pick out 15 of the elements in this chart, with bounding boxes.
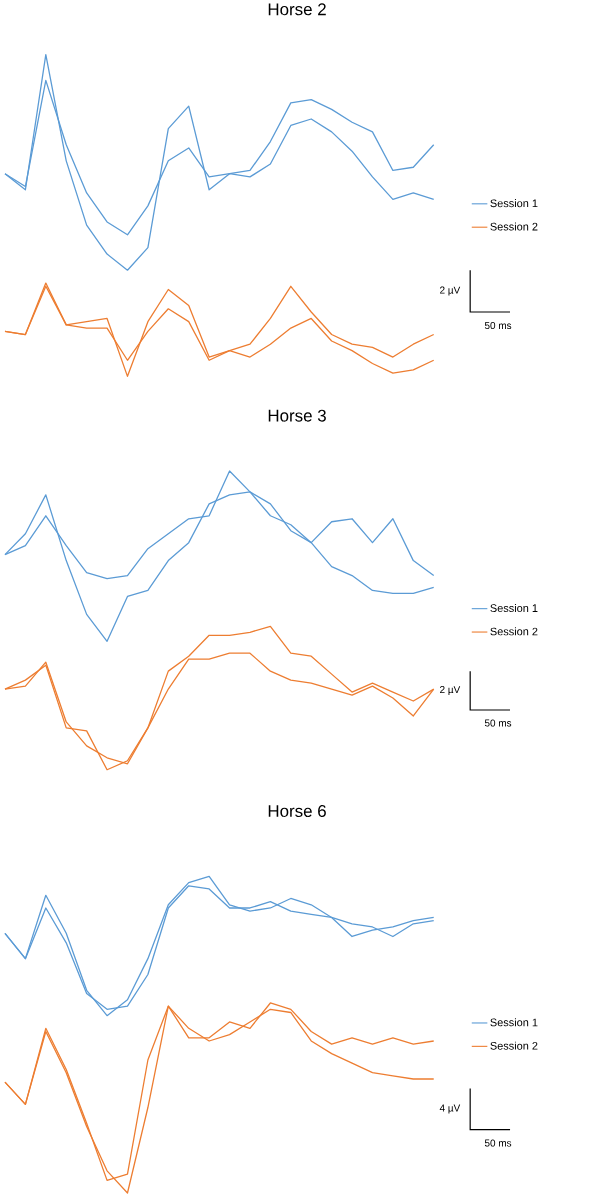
chart-title: Horse 6 xyxy=(269,805,327,818)
annotation: 2 µV xyxy=(440,286,461,296)
legend-label: Session 2 xyxy=(490,627,538,636)
text: 50 ms xyxy=(485,1139,512,1147)
legend-label: Session 2 xyxy=(490,1041,538,1050)
text: 50 ms xyxy=(485,719,512,727)
chart-title: Horse 2 xyxy=(269,3,327,16)
legend-label: Session 1 xyxy=(490,1018,538,1027)
legend-label: Session 1 xyxy=(490,199,538,208)
legend-label: Session 2 xyxy=(490,222,538,231)
text: 50 ms xyxy=(485,321,512,330)
legend-label: Session 1 xyxy=(490,603,538,612)
annotation: 2 µV xyxy=(440,686,461,696)
chart-title: Horse 3 xyxy=(269,409,327,422)
annotation: 4 µV xyxy=(439,1104,461,1114)
